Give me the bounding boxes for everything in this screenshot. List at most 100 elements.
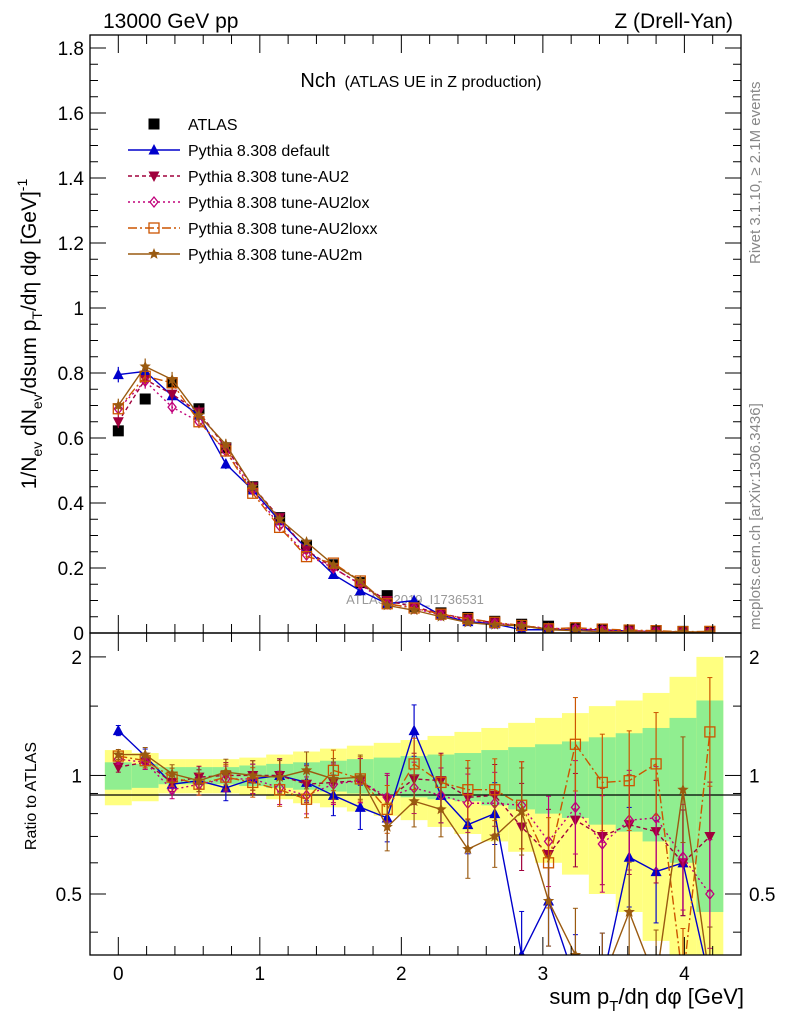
marker-star xyxy=(515,619,528,631)
marker-star xyxy=(381,599,393,611)
marker-open-square xyxy=(462,784,474,796)
marker-triangle-up xyxy=(518,949,525,955)
x-tick-label: 4 xyxy=(679,964,690,985)
ratio-series-line xyxy=(118,758,711,895)
marker-star xyxy=(166,767,178,779)
marker-star xyxy=(300,764,313,776)
marker-star xyxy=(300,536,313,547)
marker-open-diamond xyxy=(597,837,608,850)
legend-label: Pythia 8.308 default xyxy=(188,143,330,160)
main-y-tick-label: 0.2 xyxy=(58,559,84,580)
marker-open-square xyxy=(408,602,420,614)
legend-entry: Pythia 8.308 tune-AU2loxx xyxy=(128,221,377,238)
marker-open-diamond xyxy=(705,887,715,901)
main-y-tick-label: 1.2 xyxy=(58,234,84,255)
marker-open-diamond xyxy=(149,195,159,209)
header-right-label: Z (Drell-Yan) xyxy=(614,10,733,33)
header-left-label: 13000 GeV pp xyxy=(103,10,238,33)
ratio-y-axis-label: Ratio to ATLAS xyxy=(23,742,40,850)
marker-star xyxy=(166,373,178,385)
marker-star xyxy=(220,438,232,450)
marker-triangle-down xyxy=(112,417,124,428)
ratio-y-tick-label-right: 1 xyxy=(749,766,760,787)
legend-label: Pythia 8.308 tune-AU2m xyxy=(188,247,362,264)
legend-label: ATLAS xyxy=(188,117,238,134)
marker-star xyxy=(677,783,689,795)
ratio-y-tick-label: 2 xyxy=(71,648,82,669)
ratio-y-tick-label-right: 0.5 xyxy=(749,885,775,906)
main-y-tick-label: 0 xyxy=(73,624,84,645)
main-y-tick-label: 0.8 xyxy=(58,364,84,385)
marker-star xyxy=(569,624,582,633)
marker-star xyxy=(354,771,367,783)
marker-star xyxy=(273,771,286,783)
marker-star xyxy=(381,820,393,832)
marker-triangle-down xyxy=(704,831,716,843)
marker-open-square xyxy=(300,793,313,805)
x-tick-label: 1 xyxy=(255,964,266,985)
series-line xyxy=(117,378,710,633)
marker-triangle-up xyxy=(112,368,124,380)
legend-entry: Pythia 8.308 tune-AU2 xyxy=(128,169,349,186)
marker-open-square xyxy=(704,726,716,738)
legend-label: Pythia 8.308 tune-AU2 xyxy=(188,169,349,186)
marker-star xyxy=(515,805,528,817)
marker-open-square xyxy=(623,775,635,787)
marker-square xyxy=(148,118,160,130)
marker-open-diamond xyxy=(167,401,177,414)
main-y-tick-label: 0.6 xyxy=(58,429,84,450)
ratio-plot-series xyxy=(112,677,716,955)
marker-triangle-up xyxy=(148,144,160,155)
marker-star xyxy=(542,623,555,633)
marker-star xyxy=(489,618,501,630)
marker-open-diamond xyxy=(624,624,635,633)
marker-open-diamond xyxy=(678,851,688,864)
marker-star xyxy=(408,795,420,807)
marker-star xyxy=(462,843,474,854)
marker-star xyxy=(220,766,232,777)
x-tick-label: 0 xyxy=(113,964,124,985)
marker-star xyxy=(112,399,125,411)
marker-star xyxy=(569,949,582,955)
main-y-tick-label: 1.4 xyxy=(58,169,85,190)
series-5 xyxy=(112,358,716,633)
marker-open-square xyxy=(489,784,501,796)
legend-entry: ATLAS xyxy=(148,117,238,134)
marker-triangle-down xyxy=(148,171,160,182)
marker-star xyxy=(623,625,635,633)
marker-star xyxy=(354,575,367,586)
main-y-axis-label: 1/Nev dNev/dsum pT/dη dφ [GeV]-1 xyxy=(14,179,45,490)
marker-star xyxy=(247,769,259,781)
marker-square xyxy=(112,425,124,437)
marker-star xyxy=(247,480,259,492)
ratio-y-tick-label: 1 xyxy=(71,766,82,787)
marker-open-square xyxy=(569,738,582,750)
marker-star xyxy=(435,803,447,815)
marker-star xyxy=(112,748,125,760)
marker-square xyxy=(381,590,393,602)
ratio-y-tick-label-right: 2 xyxy=(749,648,760,669)
ratio-series-4 xyxy=(112,736,713,955)
main-y-tick-label: 1.8 xyxy=(58,39,84,60)
marker-square xyxy=(139,393,151,405)
marker-star xyxy=(408,604,420,616)
title-sub: (ATLAS UE in Z production) xyxy=(344,74,541,91)
main-y-tick-label: 1 xyxy=(73,299,84,320)
x-tick-label: 3 xyxy=(538,964,549,985)
marker-triangle-up xyxy=(112,724,124,736)
main-plot-series xyxy=(112,358,716,633)
marker-star xyxy=(193,774,205,786)
legend-label: Pythia 8.308 tune-AU2lox xyxy=(188,195,369,212)
main-y-tick-label: 0.4 xyxy=(58,494,85,515)
legend-entry: Pythia 8.308 default xyxy=(128,143,330,160)
marker-star xyxy=(623,906,635,917)
main-plot-title: Nch (ATLAS UE in Z production) xyxy=(300,70,541,92)
legend: ATLAS Pythia 8.308 default Pythia 8.308 tu… xyxy=(128,117,377,264)
marker-triangle-up xyxy=(220,458,232,469)
marker-star xyxy=(148,248,160,259)
x-tick-label: 2 xyxy=(396,964,407,985)
marker-open-diamond xyxy=(651,811,661,824)
legend-entry: Pythia 8.308 tune-AU2lox xyxy=(128,195,369,212)
